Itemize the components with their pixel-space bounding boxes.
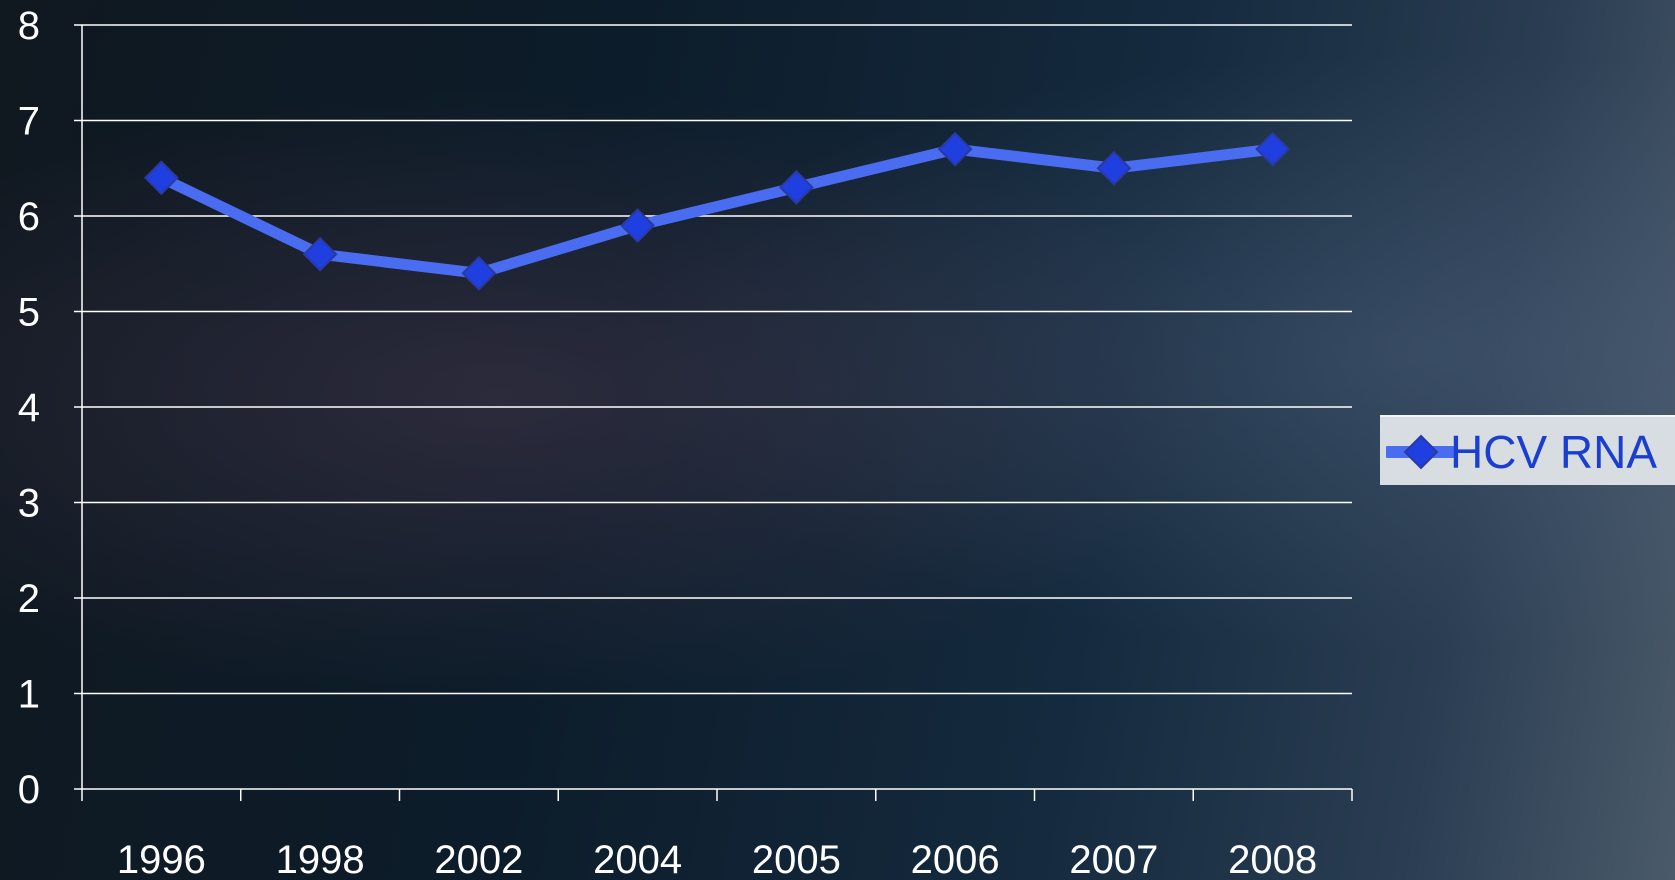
gridlines xyxy=(82,24,1352,695)
legend-label: HCV RNA xyxy=(1450,426,1658,478)
x-tick-label: 2004 xyxy=(593,838,682,880)
data-point xyxy=(1096,150,1132,186)
x-tick-label: 2006 xyxy=(911,838,1000,880)
y-tick-label: 4 xyxy=(18,386,40,430)
legend-marker-icon xyxy=(1386,434,1456,470)
x-tick-label: 2005 xyxy=(752,838,841,880)
data-point xyxy=(461,255,497,291)
data-point xyxy=(937,131,973,167)
y-tick-labels: 0 1 2 3 4 5 6 7 8 xyxy=(18,4,40,812)
y-tick-label: 7 xyxy=(18,100,40,144)
y-tick-label: 0 xyxy=(18,768,40,812)
x-tick-label: 2002 xyxy=(434,838,523,880)
y-tick-label: 6 xyxy=(18,195,40,239)
x-tick-label: 1998 xyxy=(276,838,365,880)
axes xyxy=(74,24,1353,801)
x-tick-label: 2007 xyxy=(1069,838,1158,880)
series-line xyxy=(155,143,1279,279)
legend: HCV RNA xyxy=(1380,415,1675,485)
data-point xyxy=(302,236,338,272)
x-tick-label: 2008 xyxy=(1228,838,1317,880)
x-tick-label: 1996 xyxy=(117,838,206,880)
x-tick-labels: 1996 1998 2002 2004 2005 2006 2007 2008 xyxy=(117,838,1317,880)
data-point xyxy=(620,208,656,243)
data-point xyxy=(143,160,179,196)
data-point xyxy=(1255,131,1291,167)
y-tick-label: 8 xyxy=(18,4,40,48)
y-tick-label: 1 xyxy=(18,673,40,717)
y-tick-label: 5 xyxy=(18,291,40,335)
series-hcv-rna xyxy=(143,131,1291,291)
y-tick-label: 2 xyxy=(18,577,40,621)
data-point xyxy=(778,169,814,205)
y-tick-label: 3 xyxy=(18,482,40,526)
